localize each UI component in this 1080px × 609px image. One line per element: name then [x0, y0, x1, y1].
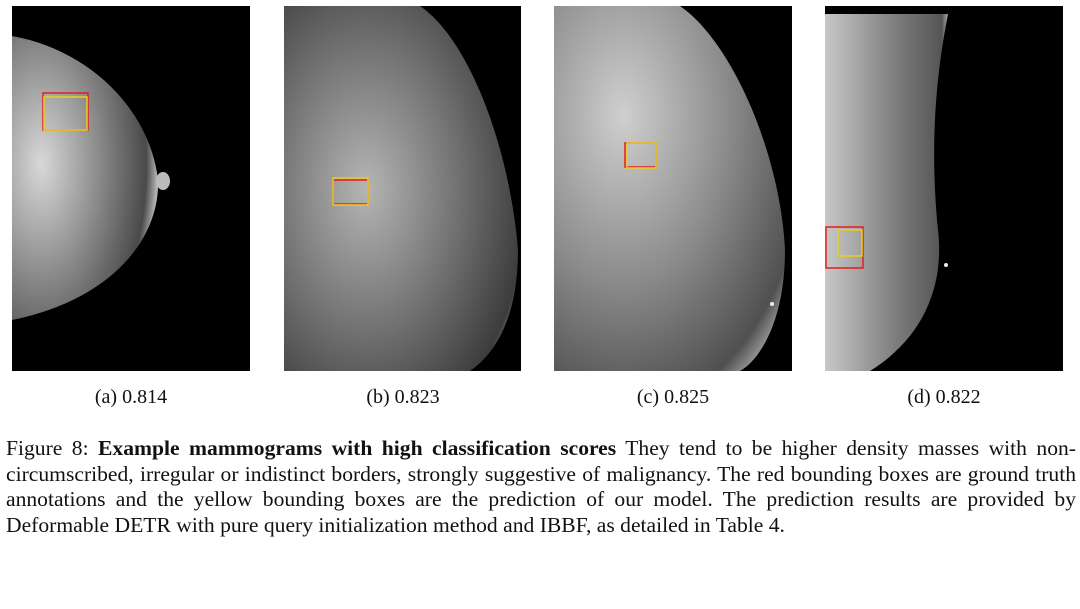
panel-label: (c) 0.825	[636, 386, 710, 408]
panel-label: (b) 0.823	[366, 386, 440, 408]
figure-images	[12, 6, 1063, 371]
caption-text: They tend to be higher density masses wi…	[6, 436, 1076, 537]
mammogram-a	[12, 6, 250, 371]
figure-caption: Figure 8: Example mammograms with high c…	[6, 436, 1076, 538]
mammogram-d	[825, 6, 1063, 371]
panel-label: (d) 0.822	[907, 386, 981, 408]
caption-number: Figure 8:	[6, 436, 89, 460]
panel-label: (a) 0.814	[94, 386, 168, 408]
caption-title: Example mammograms with high classificat…	[98, 436, 617, 460]
mammogram-c	[554, 6, 792, 371]
mammogram-b	[284, 6, 521, 371]
